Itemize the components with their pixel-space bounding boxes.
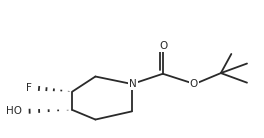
Text: HO: HO [6, 106, 22, 116]
Text: O: O [160, 41, 168, 51]
Text: O: O [190, 79, 198, 89]
Text: F: F [26, 83, 32, 93]
Text: N: N [129, 79, 137, 89]
